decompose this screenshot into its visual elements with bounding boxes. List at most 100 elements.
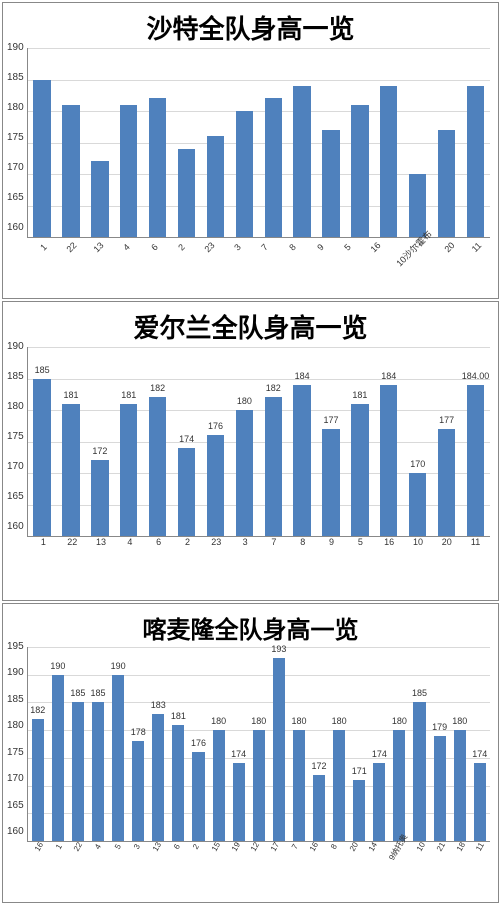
bar-column	[114, 48, 143, 237]
bar-column	[28, 48, 57, 237]
chart-panel: 喀麦隆全队身高一览1951901851801751701651601821901…	[2, 603, 499, 903]
data-label: 181	[64, 391, 79, 400]
bar-column: 177	[317, 347, 346, 536]
data-label: 178	[131, 728, 146, 737]
y-tick: 170	[7, 462, 24, 472]
bar-column	[57, 48, 86, 237]
bar	[313, 775, 325, 842]
data-label: 184	[381, 372, 396, 381]
bar	[236, 410, 253, 536]
bar-column: 179	[430, 647, 450, 841]
x-tick: 23	[202, 537, 231, 561]
bar-column: 181	[345, 347, 374, 536]
y-tick: 175	[7, 748, 24, 758]
bar	[62, 404, 79, 536]
x-tick: 20	[432, 537, 461, 561]
y-tick: 165	[7, 193, 24, 203]
bar-column: 180	[249, 647, 269, 841]
bar-column: 178	[128, 647, 148, 841]
data-label: 193	[271, 645, 286, 654]
x-tick: 9	[317, 537, 346, 561]
data-label: 181	[171, 712, 186, 721]
bar-column: 177	[432, 347, 461, 536]
bar	[32, 719, 44, 841]
chart-title: 喀麦隆全队身高一览	[3, 610, 498, 645]
bar-column: 182	[28, 647, 48, 841]
bar-column: 172	[85, 347, 114, 536]
data-label: 180	[251, 717, 266, 726]
bar-column: 181	[168, 647, 188, 841]
data-label: 171	[352, 767, 367, 776]
bar-column: 184.00	[461, 347, 490, 536]
bar-column: 180	[329, 647, 349, 841]
y-tick: 160	[7, 522, 24, 532]
bar	[393, 730, 405, 841]
bar-column: 180	[209, 647, 229, 841]
bar	[52, 675, 64, 841]
bars-container	[28, 48, 490, 237]
data-label: 190	[111, 662, 126, 671]
data-label: 176	[208, 422, 223, 431]
y-tick: 185	[7, 695, 24, 705]
bar	[413, 702, 425, 841]
x-tick: 10	[404, 537, 433, 561]
bar	[91, 460, 108, 536]
data-label: 181	[121, 391, 136, 400]
plot-area: 1821901851851901781831811761801741801931…	[27, 647, 490, 842]
data-label: 177	[439, 416, 454, 425]
data-label: 180	[332, 717, 347, 726]
bar	[112, 675, 124, 841]
bar	[265, 397, 282, 536]
bar-column: 176	[201, 347, 230, 536]
bar	[149, 98, 166, 237]
bar	[293, 730, 305, 841]
bar	[322, 130, 339, 237]
bar	[33, 80, 50, 238]
data-label: 182	[30, 706, 45, 715]
y-tick: 180	[7, 721, 24, 731]
plot-area	[27, 48, 490, 238]
bar	[373, 763, 385, 841]
bar	[233, 763, 245, 841]
bar	[467, 385, 484, 536]
bar	[333, 730, 345, 841]
bar-column: 174	[172, 347, 201, 536]
y-tick: 190	[7, 43, 24, 53]
bar	[322, 429, 339, 536]
bar	[152, 714, 164, 841]
bar	[92, 702, 104, 841]
bar-column: 172	[309, 647, 329, 841]
data-label: 179	[432, 723, 447, 732]
data-label: 172	[92, 447, 107, 456]
bar	[434, 736, 446, 841]
y-tick: 160	[7, 827, 24, 837]
bar	[178, 448, 195, 536]
x-tick: 5	[346, 537, 375, 561]
bar-column: 184	[374, 347, 403, 536]
bar-column	[288, 48, 317, 237]
bar-column	[345, 48, 374, 237]
x-tick: 11	[461, 537, 490, 561]
data-label: 185	[70, 689, 85, 698]
data-label: 185	[35, 366, 50, 375]
x-tick: 3	[231, 537, 260, 561]
bar-column: 181	[57, 347, 86, 536]
data-label: 184	[295, 372, 310, 381]
bar-column: 174	[470, 647, 490, 841]
bar	[454, 730, 466, 841]
data-label: 185	[412, 689, 427, 698]
bar	[213, 730, 225, 841]
bar-column: 170	[403, 347, 432, 536]
data-label: 180	[392, 717, 407, 726]
x-tick: 1	[29, 537, 58, 561]
y-axis: 195190185180175170165160	[3, 642, 27, 837]
y-tick: 165	[7, 801, 24, 811]
data-label: 185	[91, 689, 106, 698]
bar-column: 182	[143, 347, 172, 536]
bar	[380, 86, 397, 237]
data-label: 170	[410, 460, 425, 469]
bar-column	[172, 48, 201, 237]
data-label: 182	[266, 384, 281, 393]
y-axis: 190185180175170165160	[3, 43, 27, 233]
bar-column	[461, 48, 490, 237]
